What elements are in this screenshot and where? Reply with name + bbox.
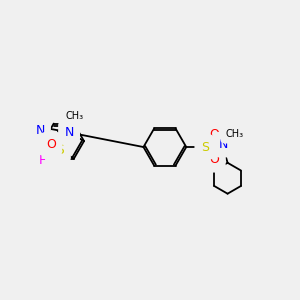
Text: CH₃: CH₃ [225,129,243,139]
Text: O: O [210,128,219,141]
Text: O: O [210,153,219,166]
Text: CH₃: CH₃ [66,111,84,122]
Text: S: S [201,140,209,154]
Text: S: S [55,143,64,157]
Text: F: F [38,154,46,166]
Text: N: N [219,138,228,151]
Text: O: O [46,138,56,151]
Text: N: N [64,126,74,139]
Text: N: N [35,124,45,137]
